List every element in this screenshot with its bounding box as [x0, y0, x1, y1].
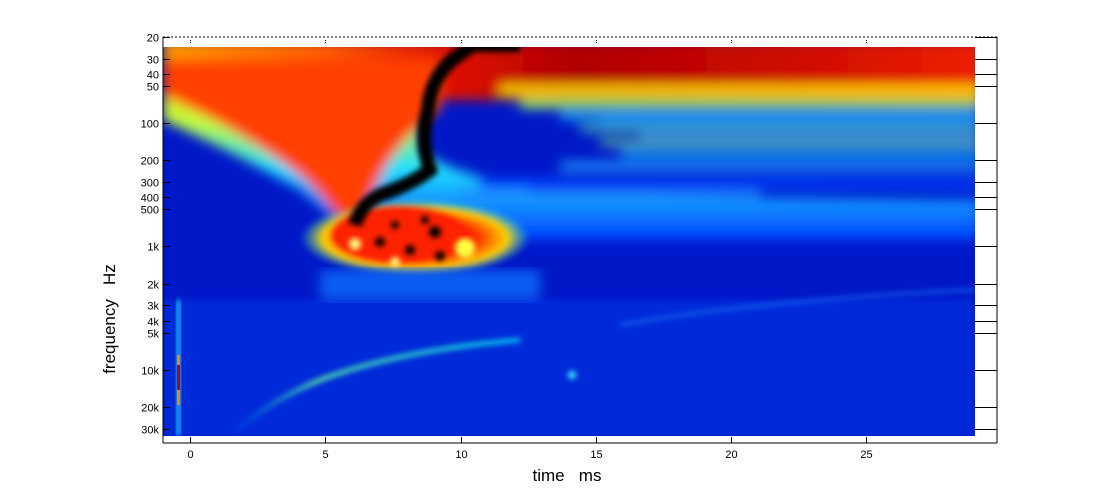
x-tick-label: 25 — [860, 449, 872, 461]
y-tick-label: 20k — [141, 403, 159, 415]
heatmap-image — [163, 47, 975, 436]
x-axis-ticks: 0 5 10 15 20 25 — [187, 40, 873, 461]
y-tick-label: 2k — [147, 280, 159, 292]
y-tick-label: 1k — [147, 242, 159, 254]
y-tick-label: 50 — [147, 82, 159, 94]
y-tick-label: 20 — [147, 33, 159, 45]
x-tick-label: 15 — [590, 449, 602, 461]
y-tick-label: 5k — [147, 329, 159, 341]
y-tick-label: 300 — [141, 178, 159, 190]
y-tick-label: 10k — [141, 366, 159, 378]
y-tick-label: 30k — [141, 425, 159, 437]
x-tick-label: 20 — [725, 449, 737, 461]
y-tick-label: 400 — [141, 193, 159, 205]
y-tick-label: 30 — [147, 55, 159, 67]
x-tick-label: 0 — [187, 449, 193, 461]
y-tick-label: 4k — [147, 317, 159, 329]
y-tick-label: 3k — [147, 301, 159, 313]
y-tick-label: 500 — [141, 205, 159, 217]
x-axis-label: time ms — [533, 466, 602, 485]
x-tick-label: 10 — [455, 449, 467, 461]
y-axis-label: frequency Hz — [100, 264, 119, 374]
x-tick-label: 5 — [322, 449, 328, 461]
y-tick-label: 200 — [141, 156, 159, 168]
y-tick-label: 100 — [141, 119, 159, 131]
y-tick-label: 40 — [147, 70, 159, 82]
